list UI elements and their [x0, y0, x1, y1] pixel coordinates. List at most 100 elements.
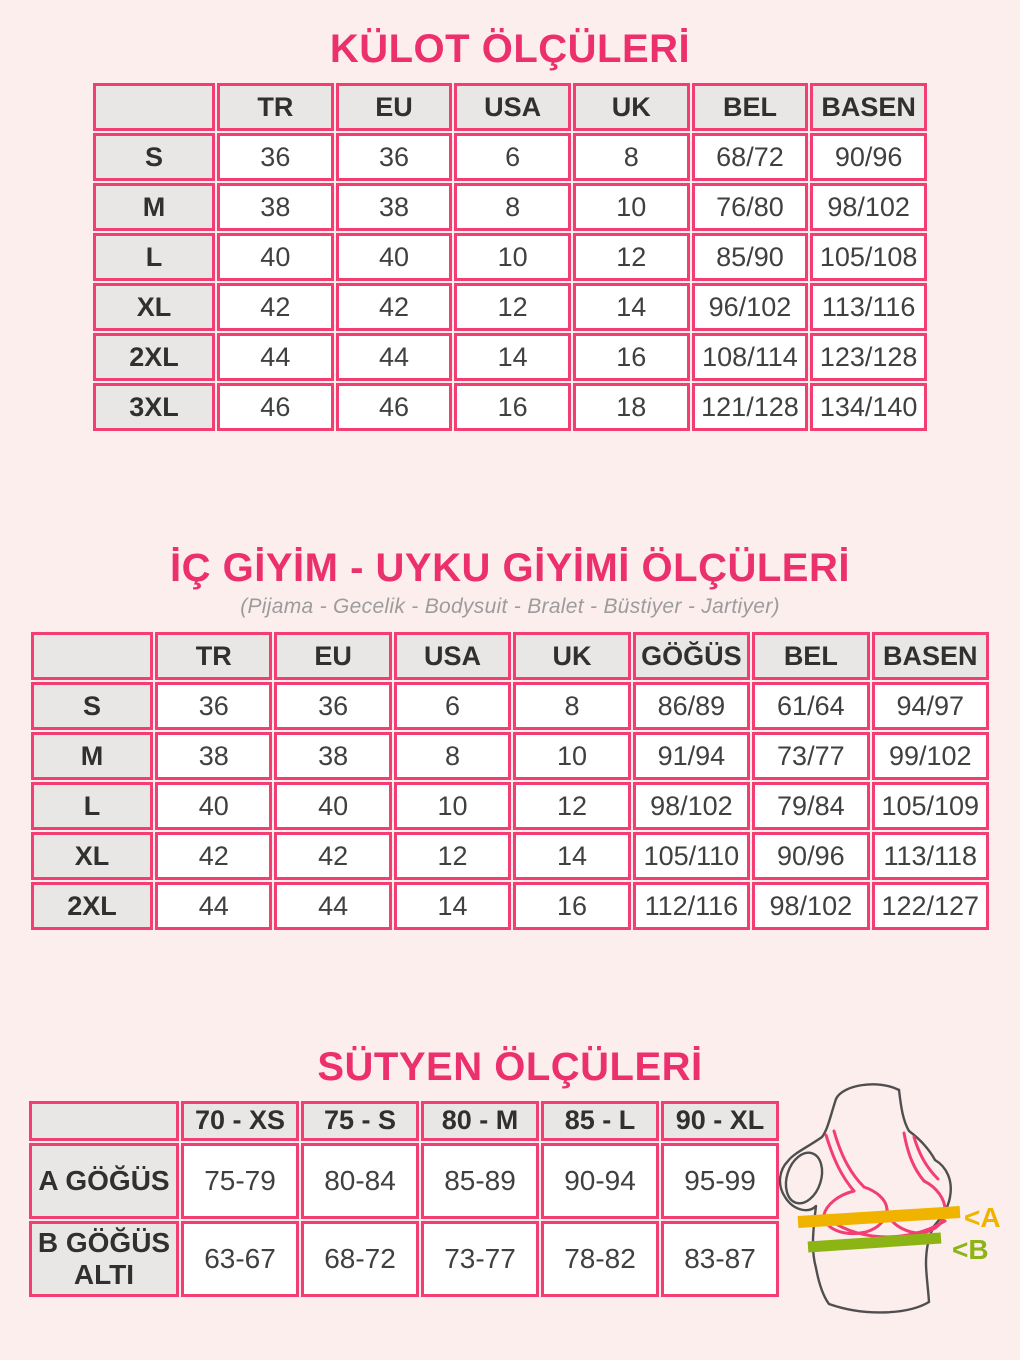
size-value-cell: 18 — [572, 383, 690, 431]
table-row: L 40 40 10 12 85/90 105/108 — [93, 233, 927, 281]
size-value-cell: 38 — [274, 732, 392, 780]
column-header-cell: 75 - S — [301, 1101, 419, 1141]
size-value-cell: 113/118 — [871, 832, 989, 880]
column-header-cell: 90 - XL — [661, 1101, 779, 1141]
bust-band-a — [797, 1206, 961, 1228]
table-row: S 36 36 6 8 68/72 90/96 — [93, 133, 927, 181]
icgiyim-title: İÇ GİYİM - UYKU GİYİMİ ÖLÇÜLERİ — [170, 546, 850, 590]
column-header-cell: BEL — [752, 632, 870, 680]
table-row: XL 42 42 12 14 105/110 90/96 113/118 — [31, 832, 989, 880]
table-row: B GÖĞÜS ALTI 63-67 68-72 73-77 78-82 83-… — [29, 1221, 779, 1297]
size-value-cell: 90/96 — [752, 832, 870, 880]
size-value-cell: 14 — [572, 283, 690, 331]
icgiyim-size-table: TR EU USA UK GÖĞÜS BEL BASEN S 36 36 6 8… — [29, 630, 991, 932]
column-header-cell: USA — [454, 83, 571, 131]
table-row: S 36 36 6 8 86/89 61/64 94/97 — [31, 682, 989, 730]
corner-cell — [31, 632, 153, 680]
column-header-cell: GÖĞÜS — [632, 632, 751, 680]
size-value-cell: 63-67 — [181, 1221, 299, 1297]
size-value-cell: 8 — [572, 133, 690, 181]
size-value-cell: 105/109 — [871, 782, 989, 830]
size-value-cell: 8 — [513, 682, 631, 730]
row-label-cell: S — [31, 682, 153, 730]
size-value-cell: 42 — [217, 283, 334, 331]
size-value-cell: 12 — [454, 283, 571, 331]
size-value-cell: 61/64 — [752, 682, 870, 730]
size-value-cell: 68/72 — [691, 133, 809, 181]
row-label-cell: XL — [93, 283, 215, 331]
size-value-cell: 78-82 — [541, 1221, 659, 1297]
size-value-cell: 42 — [155, 832, 273, 880]
size-value-cell: 96/102 — [691, 283, 809, 331]
size-value-cell: 40 — [274, 782, 392, 830]
size-value-cell: 122/127 — [871, 882, 989, 930]
column-header-cell: BEL — [691, 83, 809, 131]
size-value-cell: 16 — [572, 333, 690, 381]
size-value-cell: 16 — [454, 383, 571, 431]
table-row: M 38 38 8 10 76/80 98/102 — [93, 183, 927, 231]
row-label-cell: L — [31, 782, 153, 830]
size-value-cell: 123/128 — [810, 333, 927, 381]
column-header-cell: 80 - M — [421, 1101, 539, 1141]
column-header-cell: BASEN — [810, 83, 927, 131]
row-label-cell: 2XL — [93, 333, 215, 381]
size-value-cell: 76/80 — [691, 183, 809, 231]
size-value-cell: 105/110 — [632, 832, 751, 880]
column-header-cell: EU — [274, 632, 392, 680]
column-header-cell: BASEN — [871, 632, 989, 680]
size-value-cell: 38 — [217, 183, 334, 231]
size-value-cell: 10 — [393, 782, 512, 830]
size-value-cell: 10 — [513, 732, 631, 780]
size-value-cell: 112/116 — [632, 882, 751, 930]
bra-measurement-figure: <A <B — [778, 1075, 1020, 1360]
size-value-cell: 80-84 — [301, 1143, 419, 1219]
size-value-cell: 16 — [513, 882, 631, 930]
row-label-cell: B GÖĞÜS ALTI — [29, 1221, 179, 1297]
size-value-cell: 108/114 — [691, 333, 809, 381]
bra-outline — [822, 1129, 947, 1239]
size-value-cell: 12 — [513, 782, 631, 830]
size-value-cell: 6 — [454, 133, 571, 181]
size-value-cell: 85/90 — [691, 233, 809, 281]
size-value-cell: 73-77 — [421, 1221, 539, 1297]
column-header-cell: EU — [335, 83, 453, 131]
table-row: L 40 40 10 12 98/102 79/84 105/109 — [31, 782, 989, 830]
size-value-cell: 40 — [335, 233, 453, 281]
size-value-cell: 42 — [335, 283, 453, 331]
size-value-cell: 44 — [217, 333, 334, 381]
size-value-cell: 105/108 — [810, 233, 927, 281]
kulot-title: KÜLOT ÖLÇÜLERİ — [329, 27, 691, 71]
size-value-cell: 40 — [155, 782, 273, 830]
kulot-size-table: TR EU USA UK BEL BASEN S 36 36 6 8 68/72… — [91, 81, 929, 433]
size-value-cell: 98/102 — [810, 183, 927, 231]
column-header-cell: UK — [572, 83, 690, 131]
column-header-cell: TR — [155, 632, 273, 680]
corner-cell — [29, 1101, 179, 1141]
size-value-cell: 134/140 — [810, 383, 927, 431]
table-row: M 38 38 8 10 91/94 73/77 99/102 — [31, 732, 989, 780]
size-value-cell: 83-87 — [661, 1221, 779, 1297]
table-row: 2XL 44 44 14 16 108/114 123/128 — [93, 333, 927, 381]
size-value-cell: 36 — [335, 133, 453, 181]
row-label-cell: A GÖĞÜS — [29, 1143, 179, 1219]
table-header-row: TR EU USA UK BEL BASEN — [93, 83, 927, 131]
row-label-cell: M — [31, 732, 153, 780]
size-value-cell: 79/84 — [752, 782, 870, 830]
size-value-cell: 42 — [274, 832, 392, 880]
size-value-cell: 46 — [217, 383, 334, 431]
size-value-cell: 98/102 — [752, 882, 870, 930]
row-label-cell: XL — [31, 832, 153, 880]
size-value-cell: 94/97 — [871, 682, 989, 730]
table-row: XL 42 42 12 14 96/102 113/116 — [93, 283, 927, 331]
size-value-cell: 95-99 — [661, 1143, 779, 1219]
bust-label-a: <A — [964, 1202, 1001, 1233]
size-value-cell: 6 — [393, 682, 512, 730]
size-value-cell: 14 — [513, 832, 631, 880]
table-row: 2XL 44 44 14 16 112/116 98/102 122/127 — [31, 882, 989, 930]
column-header-cell: 85 - L — [541, 1101, 659, 1141]
size-value-cell: 12 — [393, 832, 512, 880]
column-header-cell: USA — [393, 632, 512, 680]
size-value-cell: 8 — [393, 732, 512, 780]
size-value-cell: 90/96 — [810, 133, 927, 181]
